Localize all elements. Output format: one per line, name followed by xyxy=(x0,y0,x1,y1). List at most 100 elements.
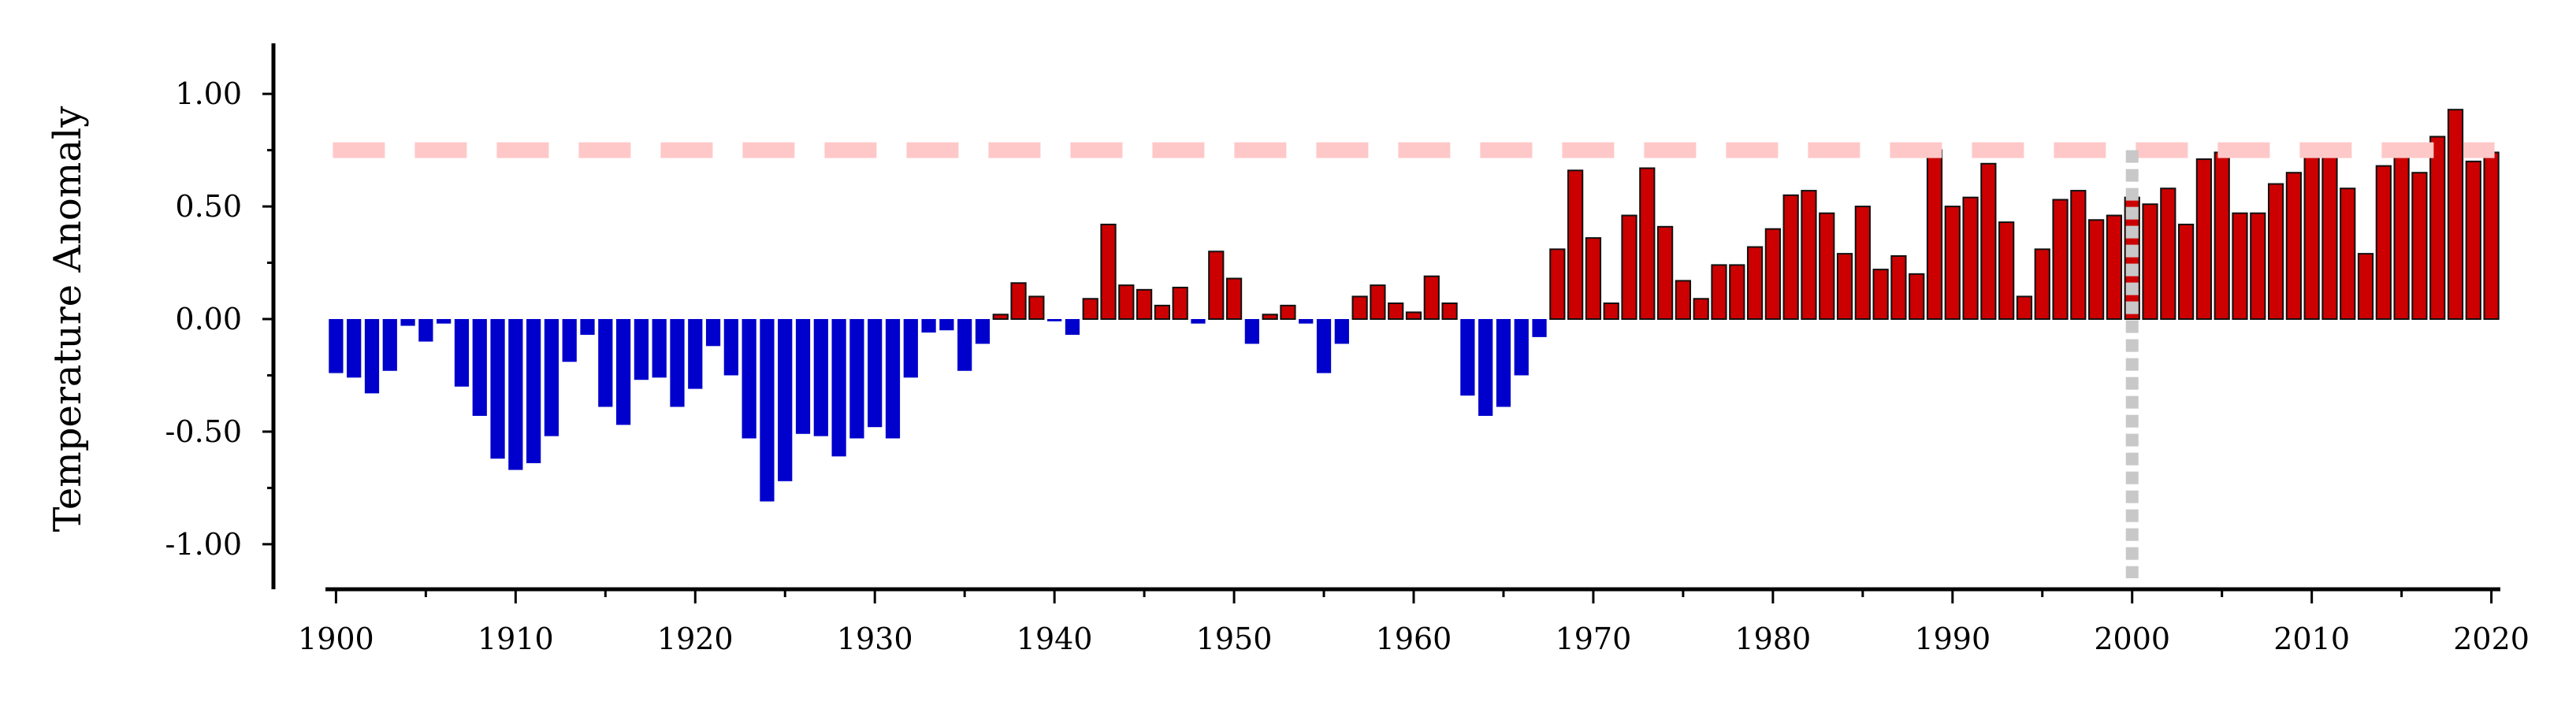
bar-1927 xyxy=(813,319,828,436)
bar-1981 xyxy=(1782,194,1799,320)
x-tick-label: 1930 xyxy=(837,622,913,656)
bar-1985 xyxy=(1854,206,1871,320)
bar-1953 xyxy=(1280,304,1296,321)
bar-1957 xyxy=(1351,295,1368,321)
bar-1905 xyxy=(418,319,433,342)
bar-1917 xyxy=(634,319,649,380)
bar-1932 xyxy=(903,319,918,378)
bar-1907 xyxy=(454,319,470,387)
bar-1998 xyxy=(2088,219,2105,321)
bar-1929 xyxy=(849,319,864,439)
bar-1976 xyxy=(1693,298,1709,320)
bar-1984 xyxy=(1836,253,1853,320)
bar-1936 xyxy=(975,319,991,344)
bar-1968 xyxy=(1549,248,1566,321)
bar-1973 xyxy=(1639,167,1656,320)
bar-1994 xyxy=(2016,295,2033,321)
bar-1960 xyxy=(1405,311,1422,321)
bar-1965 xyxy=(1496,319,1511,407)
bar-1926 xyxy=(795,319,811,434)
bar-1989 xyxy=(1926,149,1943,321)
bar-1939 xyxy=(1028,295,1045,321)
bar-1931 xyxy=(885,319,901,439)
bar-1918 xyxy=(652,319,667,378)
bar-1988 xyxy=(1909,273,1925,320)
bar-1969 xyxy=(1567,169,1584,320)
bar-2015 xyxy=(2393,154,2410,320)
bar-2010 xyxy=(2303,143,2320,320)
bar-1916 xyxy=(615,319,631,425)
bar-1900 xyxy=(329,319,344,373)
bar-2019 xyxy=(2465,160,2481,320)
bar-2005 xyxy=(2214,151,2230,320)
bar-1967 xyxy=(1532,319,1547,337)
y-tick-label: -0.50 xyxy=(165,414,242,449)
x-tick-label: 1950 xyxy=(1196,622,1273,656)
bar-1923 xyxy=(742,319,756,439)
bar-2012 xyxy=(2340,187,2356,320)
bar-1925 xyxy=(778,319,793,481)
bar-1906 xyxy=(437,319,452,324)
bar-1978 xyxy=(1729,264,1745,320)
bar-1911 xyxy=(526,319,541,463)
bar-1920 xyxy=(688,319,703,389)
bar-1941 xyxy=(1065,319,1080,336)
x-tick-label: 2010 xyxy=(2273,622,2350,656)
bar-2016 xyxy=(2411,172,2428,320)
bar-2003 xyxy=(2178,223,2195,321)
bar-1990 xyxy=(1944,206,1961,320)
bar-1921 xyxy=(705,319,721,347)
y-tick-label: 0.50 xyxy=(175,189,242,224)
x-tick-label: 1960 xyxy=(1376,622,1452,656)
bar-1970 xyxy=(1585,237,1602,321)
bar-1910 xyxy=(508,319,523,470)
bar-2002 xyxy=(2160,187,2176,320)
bars-layer xyxy=(329,109,2500,502)
x-tick-label: 1970 xyxy=(1556,622,1632,656)
bar-2008 xyxy=(2267,183,2284,320)
bar-1991 xyxy=(1962,196,1979,320)
bar-1947 xyxy=(1172,286,1188,321)
bar-1908 xyxy=(472,319,487,416)
bar-1993 xyxy=(1998,221,2015,320)
x-tick-label: 2020 xyxy=(2453,622,2530,656)
bar-1962 xyxy=(1441,302,1458,320)
bar-2001 xyxy=(2142,203,2158,320)
bar-1995 xyxy=(2034,248,2050,321)
bar-1909 xyxy=(490,319,505,459)
bar-1913 xyxy=(562,319,577,362)
bar-1942 xyxy=(1082,298,1098,320)
bar-1971 xyxy=(1603,302,1619,320)
bar-1914 xyxy=(580,319,595,336)
bar-1903 xyxy=(382,319,397,371)
bar-1915 xyxy=(598,319,613,407)
bar-1912 xyxy=(544,319,559,436)
bar-1930 xyxy=(868,319,883,428)
bar-1922 xyxy=(723,319,738,376)
bar-2017 xyxy=(2429,135,2446,320)
bar-1937 xyxy=(992,314,1009,320)
bar-1948 xyxy=(1191,319,1206,324)
bar-2018 xyxy=(2447,109,2464,320)
bar-2007 xyxy=(2250,212,2266,320)
bar-1924 xyxy=(760,319,775,502)
x-tick-label: 1990 xyxy=(1914,622,1991,656)
bar-1949 xyxy=(1208,251,1225,320)
bar-1977 xyxy=(1711,264,1727,320)
bar-1972 xyxy=(1621,214,1637,320)
bar-1966 xyxy=(1514,319,1529,376)
bar-1963 xyxy=(1460,319,1475,396)
labels-layer: -1.00 -0.50 0.00 0.50 1.00 1900 1910 1920 1930 19… xyxy=(46,76,2530,656)
bar-1919 xyxy=(670,319,685,407)
bar-1901 xyxy=(347,319,362,378)
x-tick-label: 2000 xyxy=(2094,622,2170,656)
bar-1940 xyxy=(1047,319,1062,321)
bar-1975 xyxy=(1675,280,1692,321)
axes-layer xyxy=(262,43,2500,603)
bar-1959 xyxy=(1388,302,1404,320)
bar-1902 xyxy=(364,319,380,394)
bar-2006 xyxy=(2232,212,2248,320)
bar-1980 xyxy=(1764,228,1781,321)
bar-1950 xyxy=(1225,277,1243,320)
bar-1974 xyxy=(1656,225,1674,320)
